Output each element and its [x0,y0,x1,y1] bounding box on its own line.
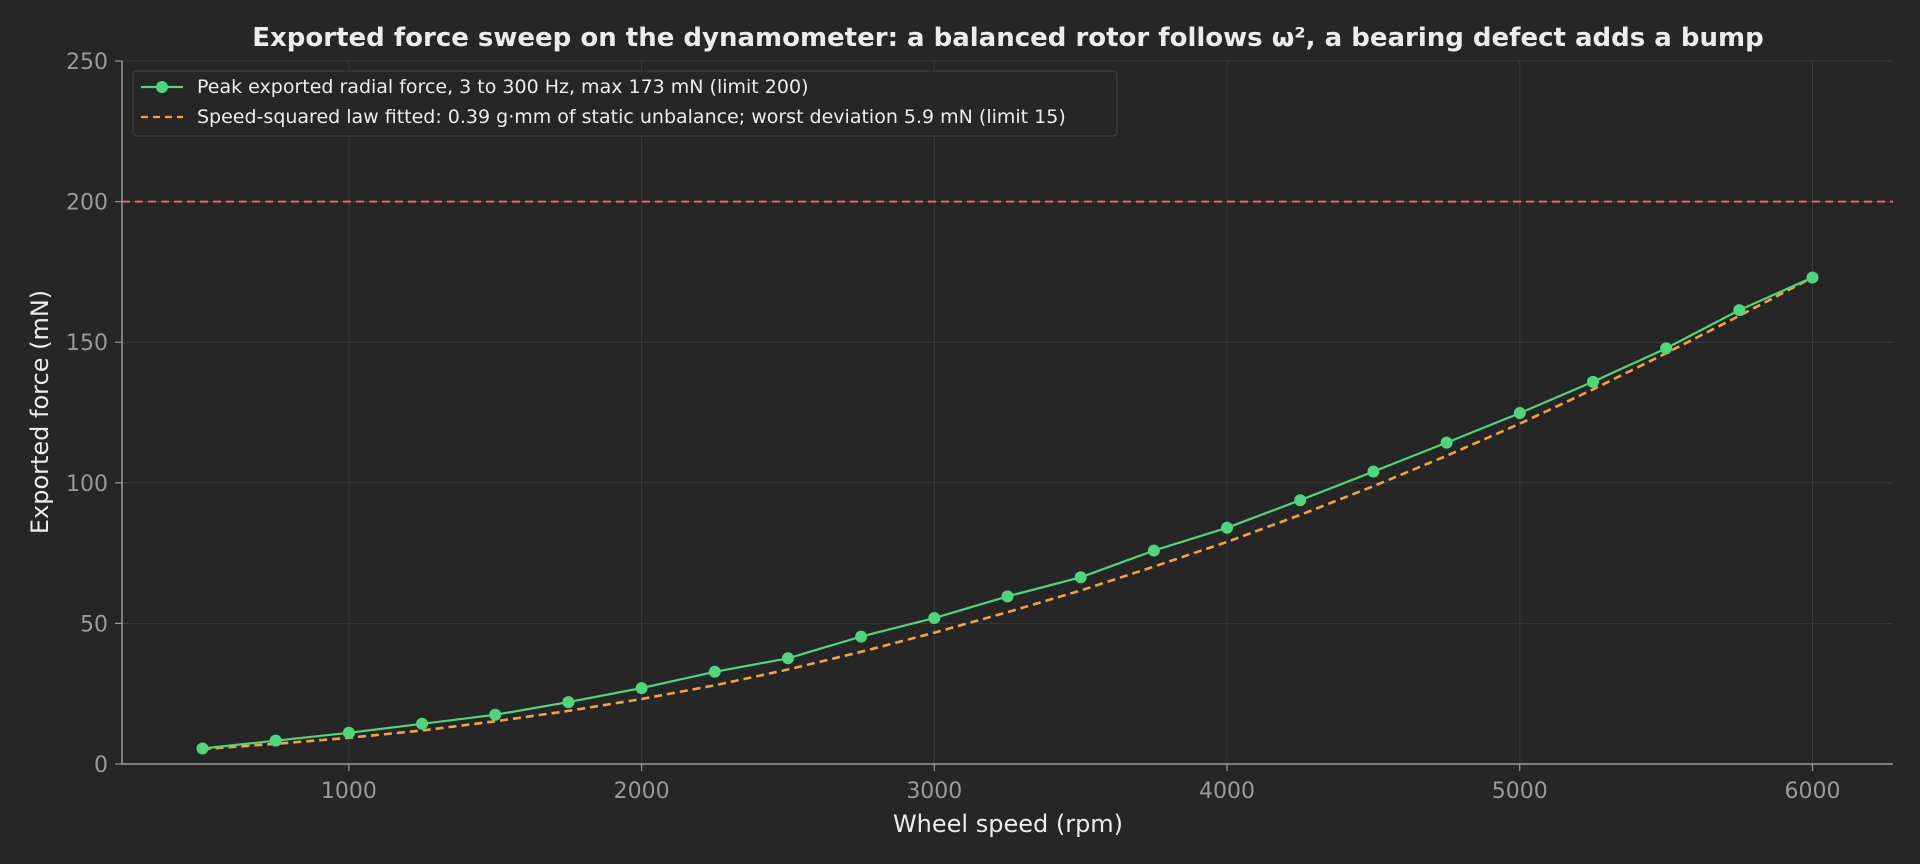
x-tick-label: 6000 [1785,779,1841,804]
measured-data-point [1733,304,1746,317]
measured-data-point [1806,271,1819,284]
x-tick-label: 1000 [321,779,377,804]
legend-marker-measured [156,81,168,93]
legend-label-measured: Peak exported radial force, 3 to 300 Hz,… [197,76,808,98]
measured-data-point [1440,436,1453,449]
measured-data-point [1221,521,1234,534]
measured-data-point [855,630,868,643]
measured-data-point [342,726,355,739]
measured-data-point [489,708,502,721]
measured-data-point [1513,407,1526,420]
chart-title: Exported force sweep on the dynamometer:… [252,23,1763,53]
fit-series-line [202,276,1814,751]
x-tick-label: 3000 [906,779,962,804]
y-tick-label: 250 [66,50,108,75]
x-tick-label: 5000 [1492,779,1548,804]
measured-data-point [1001,590,1014,603]
legend-box [132,70,1118,137]
measured-data-point [928,612,941,625]
measured-data-point [1586,375,1599,388]
measured-data-point [635,682,648,695]
measured-data-point [562,696,575,709]
x-tick-label: 4000 [1199,779,1255,804]
y-tick-label: 100 [66,472,108,497]
y-tick-label: 0 [94,753,108,778]
measured-data-point [1294,494,1307,507]
axes [121,61,1893,765]
measured-data-point [269,734,282,747]
y-tick-label: 150 [66,331,108,356]
ticks: 1000 2000 3000 4000 5000 6000 0 50 100 150 200 250 [66,50,1841,804]
legend-label-fit: Speed-squared law fitted: 0.39 g·mm of s… [197,106,1066,128]
measured-data-point [1074,571,1087,584]
measured-data-point [1660,342,1673,355]
measured-data-point [781,652,794,665]
measured-data-point [196,742,209,755]
x-axis-label: Wheel speed (rpm) [893,810,1123,838]
y-tick-label: 50 [80,612,108,637]
measured-data-point [1147,544,1160,557]
x-tick-label: 2000 [614,779,670,804]
measured-data-point [1367,465,1380,478]
legend: Peak exported radial force, 3 to 300 Hz,… [132,70,1118,137]
measured-data-point [416,717,429,730]
measured-data-point [708,665,721,678]
series-group [196,271,1819,755]
y-tick-label: 200 [66,191,108,216]
y-axis-label: Exported force (mN) [26,290,54,534]
